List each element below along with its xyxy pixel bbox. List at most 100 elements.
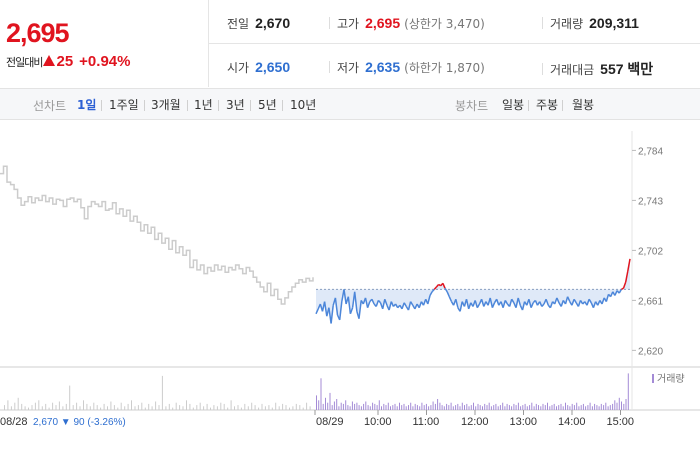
volume-bar-today (515, 405, 517, 410)
volume-bar-today (473, 402, 474, 410)
series-segment-today (605, 294, 610, 302)
period-10y[interactable]: 10년 (290, 98, 317, 112)
x-tick-day: 08/29 (316, 416, 344, 428)
volume-bar-today (524, 403, 526, 410)
volume-bar-today (625, 399, 627, 410)
volume-bar-prev (45, 403, 47, 410)
volume-bar-prev (41, 406, 43, 410)
period-1y[interactable]: 1년 (194, 98, 213, 112)
series-segment-today (474, 300, 479, 308)
x-tick-prev-day: 08/28 (0, 416, 28, 428)
volume-bar-prev (21, 403, 23, 410)
chart-toolbar: 선차트 1일 1주일 3개월 1년 3년 5년 10년 봉차트 일봉 주봉 월봉 (0, 88, 700, 120)
volume-bar-prev (4, 405, 5, 410)
candle-weekly[interactable]: 주봉 (536, 98, 559, 112)
series-segment-today (377, 299, 382, 304)
volume-bar-today (461, 402, 463, 410)
series-segment-today (614, 290, 618, 296)
volume-bar-today (363, 403, 365, 410)
period-1w[interactable]: 1주일 (109, 98, 139, 112)
series-segment-today (315, 308, 319, 315)
period-3y[interactable]: 3년 (226, 98, 245, 112)
volume-bar-today (562, 406, 564, 410)
volume-bar-today (589, 402, 591, 410)
volume-bar-prev (120, 402, 122, 410)
volume-bar-today (459, 406, 461, 410)
volume-bar-prev (17, 397, 19, 410)
change-row: 전일대비 25 +0.94% (6, 53, 130, 70)
volume-bar-today (372, 402, 374, 410)
stat-low: 저가 2,635 (하한가 1,870) (329, 59, 485, 76)
volume-bar-today (526, 406, 528, 410)
series-segment-today (330, 305, 334, 324)
volume-bar-prev (62, 406, 64, 410)
series-segment-today (375, 300, 380, 307)
volume-bar-today (443, 406, 445, 410)
volume-bar-today (482, 406, 483, 410)
volume-bar-prev (289, 407, 290, 410)
stat-value: 557 백만 (600, 61, 654, 77)
volume-bar-prev (175, 402, 177, 410)
volume-bar-prev (117, 407, 119, 410)
series-segment-today (338, 301, 343, 320)
volume-bar-prev (165, 406, 167, 410)
volume-bar-prev (299, 405, 301, 410)
volume-bar-prev (55, 405, 57, 410)
volume-bar-today (556, 406, 557, 410)
volume-bar-today (522, 405, 524, 410)
volume-bar-today (538, 405, 539, 410)
volume-bar-prev (69, 385, 71, 410)
series-segment-today (571, 298, 575, 306)
candle-daily[interactable]: 일봉 (502, 98, 525, 112)
period-3m[interactable]: 3개월 (151, 98, 181, 112)
volume-bar-today (479, 405, 481, 410)
volume-bar-prev (134, 406, 136, 410)
volume-bar-prev (10, 406, 12, 410)
volume-bar-prev (65, 403, 67, 410)
series-segment-today (459, 301, 463, 312)
volume-bar-today (349, 406, 351, 410)
series-segment-today (343, 289, 347, 305)
series-segment-today (347, 296, 352, 314)
volume-bar-prev (254, 405, 256, 410)
volume-bar-today (540, 406, 542, 410)
volume-bar-today (470, 405, 472, 410)
series-segment-today (388, 301, 393, 311)
period-5y[interactable]: 5년 (258, 98, 277, 112)
volume-bar-prev (52, 402, 54, 410)
volume-bar-today (347, 405, 349, 410)
volume-bar-today (612, 403, 614, 410)
volume-bar-prev (24, 406, 26, 410)
volume-bar-today (464, 405, 465, 410)
price-box: 2,695 전일대비 25 +0.94% (0, 0, 208, 87)
volume-bar-today (419, 406, 421, 410)
volume-bar-today (365, 401, 367, 410)
volume-bar-today (587, 405, 589, 410)
series-segment-today (624, 270, 629, 283)
volume-bar-today (446, 403, 448, 410)
volume-bar-prev (131, 400, 132, 411)
x-tick-label: 11:00 (413, 416, 440, 428)
volume-bar-prev (113, 405, 115, 410)
volume-bar-today (345, 400, 347, 411)
series-segment-today (528, 299, 532, 308)
volume-bar-today (551, 405, 553, 410)
volume-bar-today (569, 406, 571, 410)
stat-value: 2,670 (255, 15, 291, 31)
volume-bar-today (396, 406, 398, 410)
volume-bar-today (448, 405, 450, 410)
candle-monthly[interactable]: 월봉 (572, 98, 595, 112)
series-segment-today (334, 297, 339, 316)
series-segment-today (465, 299, 470, 310)
volume-bar-today (578, 406, 580, 410)
volume-bar-today (367, 405, 369, 410)
volume-bar-today (320, 378, 322, 410)
volume-bar-today (387, 402, 389, 410)
period-1d[interactable]: 1일 (77, 98, 97, 112)
volume-bar-prev (251, 402, 253, 410)
volume-bar-today (457, 403, 459, 410)
volume-bar-today (423, 405, 425, 410)
volume-bar-today (573, 405, 575, 410)
divider (209, 43, 700, 44)
